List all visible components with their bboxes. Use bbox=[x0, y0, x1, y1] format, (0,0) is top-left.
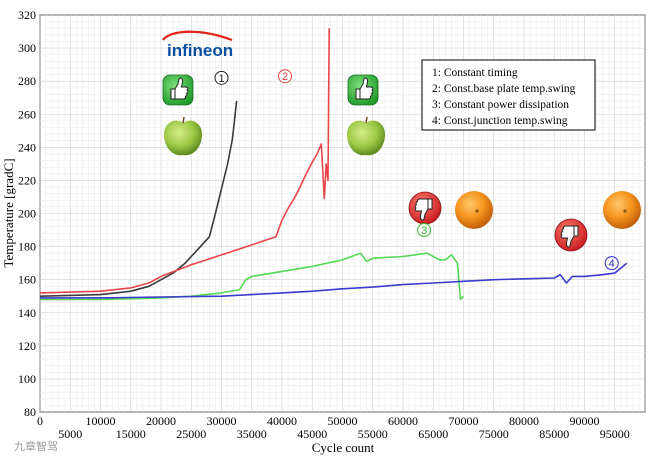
y-tick-label: 160 bbox=[18, 273, 36, 287]
legend-box bbox=[421, 59, 596, 131]
series-marker-label: 4 bbox=[609, 258, 615, 270]
x-tick-label: 75000 bbox=[479, 427, 509, 441]
y-tick-label: 240 bbox=[18, 140, 36, 154]
legend-entry: 3: Constant power dissipation bbox=[432, 99, 569, 111]
green-apple-icon bbox=[346, 116, 386, 156]
x-tick-label: 15000 bbox=[116, 427, 146, 441]
legend: 1: Constant timing 2: Const.base plate t… bbox=[421, 59, 596, 131]
x-tick-label: 10000 bbox=[86, 414, 116, 428]
axes: 80 100 120 140 160 180 200 220 240 260 280 300 320 0 1… bbox=[18, 8, 630, 441]
y-tick-label: 140 bbox=[18, 306, 36, 320]
thumbs-down-icon bbox=[554, 218, 588, 252]
series-marker-label: 2 bbox=[282, 71, 288, 83]
y-tick-label: 80 bbox=[24, 405, 36, 419]
x-tick-label: 45000 bbox=[297, 427, 327, 441]
series-marker-circle bbox=[417, 223, 432, 238]
series-marker-circle bbox=[278, 69, 293, 84]
series-marker-circle bbox=[604, 256, 619, 271]
legend-entry: 4: Const.junction temp.swing bbox=[432, 115, 568, 127]
x-tick-label: 40000 bbox=[267, 414, 297, 428]
x-tick-label: 20000 bbox=[146, 414, 176, 428]
x-tick-label: 5000 bbox=[58, 427, 82, 441]
series-line-1 bbox=[39, 100, 238, 297]
x-tick-label: 30000 bbox=[207, 414, 237, 428]
thumbs-down-icon bbox=[408, 191, 442, 225]
y-tick-label: 220 bbox=[18, 173, 36, 187]
y-tick-label: 260 bbox=[18, 107, 36, 121]
y-tick-label: 280 bbox=[18, 74, 36, 88]
x-tick-label: 80000 bbox=[509, 414, 539, 428]
series-line-3 bbox=[40, 252, 465, 301]
logo-wordmark: infineon bbox=[167, 41, 233, 60]
series-markers: 1 2 3 4 bbox=[214, 69, 619, 271]
y-tick-label: 100 bbox=[18, 372, 36, 386]
green-apple-icon bbox=[163, 116, 203, 156]
orange-icon bbox=[455, 191, 493, 229]
y-axis-title: Temperature [gradC] bbox=[1, 158, 16, 267]
x-tick-label: 0 bbox=[37, 414, 43, 428]
y-tick-label: 200 bbox=[18, 207, 36, 221]
x-tick-label: 60000 bbox=[388, 414, 418, 428]
thumbs-up-icon bbox=[162, 74, 194, 106]
x-tick-label: 55000 bbox=[358, 427, 388, 441]
y-tick-label: 120 bbox=[18, 339, 36, 353]
infineon-logo: infineon bbox=[162, 30, 233, 60]
logo-swoosh-icon bbox=[162, 30, 233, 42]
series-line-4 bbox=[40, 262, 628, 299]
series-line-2 bbox=[39, 28, 330, 294]
thumbs-up-icon bbox=[347, 74, 379, 106]
legend-entry: 1: Constant timing bbox=[432, 67, 518, 79]
series-layer bbox=[39, 28, 628, 301]
x-tick-label: 95000 bbox=[600, 427, 630, 441]
legend-entry: 2: Const.base plate temp.swing bbox=[432, 83, 576, 95]
x-tick-label: 85000 bbox=[539, 427, 569, 441]
y-tick-label: 320 bbox=[18, 8, 36, 22]
orange-icon bbox=[603, 191, 641, 229]
x-tick-label: 35000 bbox=[237, 427, 267, 441]
y-tick-label: 180 bbox=[18, 240, 36, 254]
watermark-text: 九章智驾 bbox=[14, 439, 58, 453]
series-marker-label: 1 bbox=[218, 73, 224, 85]
x-tick-label: 90000 bbox=[570, 414, 600, 428]
series-marker-circle bbox=[214, 70, 229, 85]
x-axis-title: Cycle count bbox=[312, 440, 375, 455]
x-tick-label: 70000 bbox=[449, 414, 479, 428]
x-tick-label: 65000 bbox=[418, 427, 448, 441]
x-tick-label: 25000 bbox=[176, 427, 206, 441]
y-tick-label: 300 bbox=[18, 41, 36, 55]
x-tick-label: 50000 bbox=[328, 414, 358, 428]
series-marker-label: 3 bbox=[421, 225, 427, 237]
